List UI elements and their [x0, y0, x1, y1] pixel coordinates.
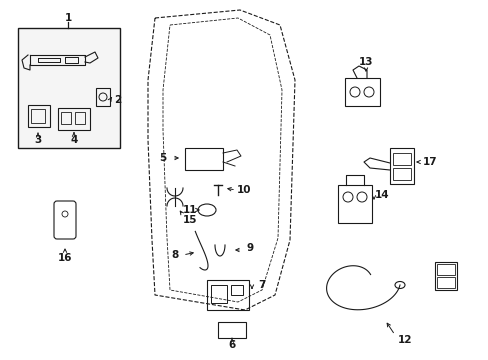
Text: 12: 12: [397, 335, 411, 345]
Bar: [61, 112, 71, 124]
Text: 4: 4: [70, 135, 78, 145]
Bar: [96, 88, 110, 106]
Text: 10: 10: [236, 185, 251, 195]
Bar: [206, 280, 248, 310]
Bar: [210, 285, 226, 303]
Bar: [58, 108, 90, 130]
Text: 13: 13: [358, 57, 372, 67]
Text: 8: 8: [171, 250, 178, 260]
Bar: [337, 185, 371, 223]
Text: 11: 11: [183, 205, 197, 215]
Bar: [31, 109, 45, 123]
Bar: [230, 285, 243, 295]
Bar: [436, 277, 454, 288]
Bar: [392, 168, 410, 180]
Bar: [436, 264, 454, 275]
Text: 16: 16: [58, 253, 72, 263]
Bar: [18, 28, 120, 148]
Bar: [389, 148, 413, 184]
Text: 9: 9: [246, 243, 253, 253]
Text: 14: 14: [374, 190, 388, 200]
Bar: [28, 105, 50, 127]
Text: 17: 17: [422, 157, 436, 167]
Bar: [218, 322, 245, 338]
Bar: [345, 78, 379, 106]
Bar: [184, 148, 223, 170]
Text: 7: 7: [258, 280, 265, 290]
Text: 3: 3: [34, 135, 41, 145]
Text: 15: 15: [183, 215, 197, 225]
Text: 5: 5: [159, 153, 166, 163]
Text: 6: 6: [228, 340, 235, 350]
Text: 1: 1: [64, 13, 71, 23]
Bar: [392, 153, 410, 165]
Bar: [75, 112, 85, 124]
Bar: [434, 262, 456, 290]
Text: 2: 2: [114, 95, 122, 105]
